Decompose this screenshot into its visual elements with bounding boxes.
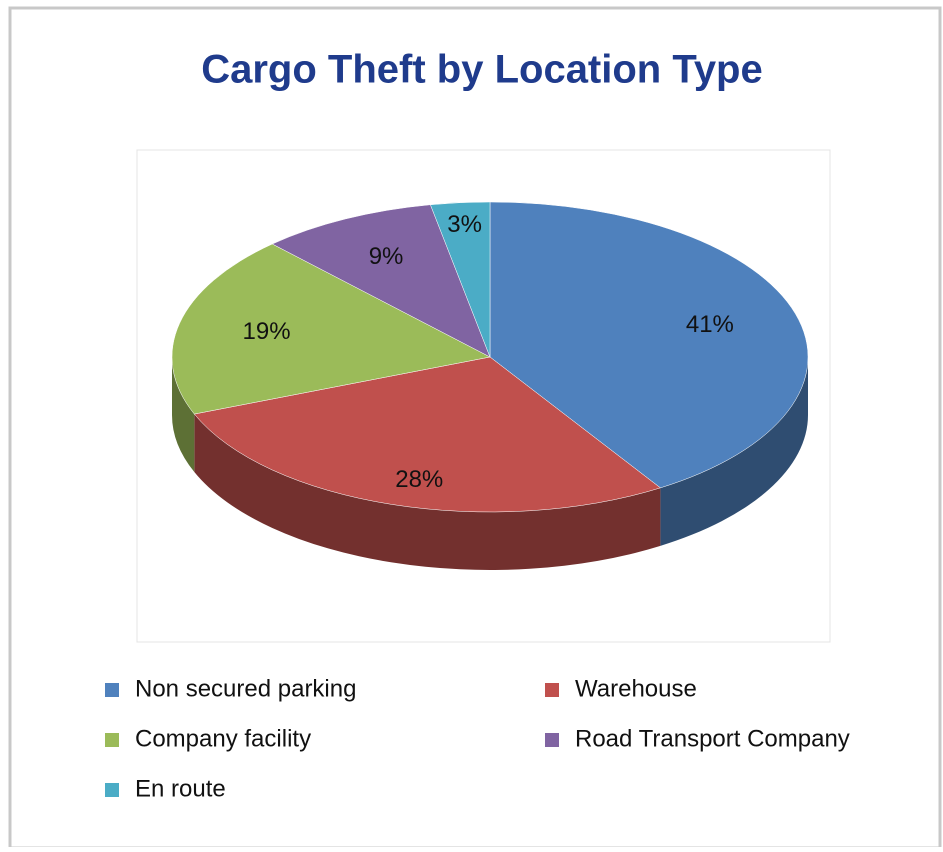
slice-side xyxy=(172,357,195,473)
slice-side xyxy=(660,357,809,546)
data-label: 3% xyxy=(447,211,482,238)
slice xyxy=(171,243,491,415)
data-label: 9% xyxy=(369,243,404,270)
slice xyxy=(489,201,809,489)
legend-label: Warehouse xyxy=(575,675,697,702)
legend-label: Road Transport Company xyxy=(575,725,850,752)
chart-title: Cargo Theft by Location Type xyxy=(201,48,763,92)
data-label: 41% xyxy=(686,311,734,338)
legend-label: Company facility xyxy=(135,725,311,752)
legend-label: Non secured parking xyxy=(135,675,356,702)
slice xyxy=(271,204,491,358)
slice xyxy=(193,356,661,513)
data-label: 28% xyxy=(395,466,443,493)
legend-swatch xyxy=(105,783,119,797)
slice xyxy=(430,201,491,358)
slice-side xyxy=(194,414,661,570)
legend-swatch xyxy=(105,733,119,747)
data-label: 19% xyxy=(243,318,291,345)
legend-swatch xyxy=(105,683,119,697)
legend-label: En route xyxy=(135,775,226,802)
legend-swatch xyxy=(545,683,559,697)
legend-swatch xyxy=(545,733,559,747)
